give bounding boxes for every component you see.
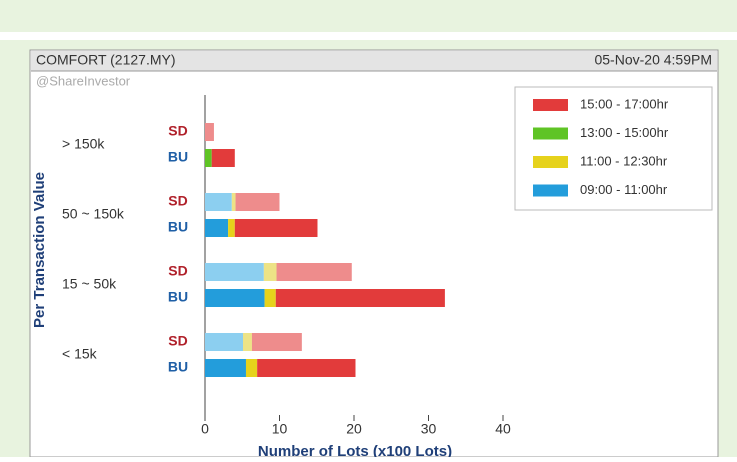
bar-segment	[205, 263, 264, 281]
timestamp: 05-Nov-20 4:59PM	[594, 52, 712, 68]
group-label: BU	[168, 219, 188, 235]
y-axis-title: Per Transaction Value	[31, 172, 48, 328]
bar-segment	[251, 333, 302, 351]
category-label: < 15k	[62, 346, 98, 362]
group-label: BU	[168, 149, 188, 165]
x-tick-label: 20	[346, 421, 362, 437]
bar-segment	[228, 219, 235, 237]
x-tick-label: 0	[201, 421, 209, 437]
bar-segment	[205, 193, 232, 211]
bar-segment	[234, 219, 318, 237]
group-label: BU	[168, 359, 188, 375]
bar-segment	[264, 289, 276, 307]
legend-swatch	[533, 127, 568, 140]
bar-segment	[231, 193, 236, 211]
bar-segment	[205, 289, 265, 307]
bar-segment	[276, 263, 352, 281]
bar-segment	[242, 333, 252, 351]
group-label: SD	[168, 123, 187, 139]
x-tick-label: 30	[421, 421, 437, 437]
legend-swatch	[533, 99, 568, 111]
bar-segment	[205, 333, 243, 351]
legend-swatch	[533, 156, 568, 168]
bar-segment	[205, 123, 214, 141]
x-axis-title: Number of Lots (x100 Lots)	[258, 443, 452, 457]
category-label: 15 ~ 50k	[62, 276, 117, 292]
group-label: BU	[168, 289, 188, 305]
x-tick-label: 10	[272, 421, 288, 437]
bar-segment	[211, 149, 235, 167]
top-strip	[0, 0, 737, 32]
group-label: SD	[168, 333, 187, 349]
group-label: SD	[168, 263, 187, 279]
bar-segment	[205, 149, 212, 167]
header-bar	[31, 51, 717, 71]
chart-title: COMFORT (2127.MY)	[36, 52, 176, 68]
legend-label: 15:00 - 17:00hr	[580, 96, 669, 111]
legend-label: 09:00 - 11:00hr	[580, 182, 668, 197]
legend-label: 11:00 - 12:30hr	[580, 153, 668, 168]
legend-swatch	[533, 184, 568, 197]
x-tick-label: 40	[495, 421, 511, 437]
bar-segment	[275, 289, 445, 307]
group-label: SD	[168, 193, 187, 209]
bar-segment	[205, 359, 246, 377]
category-label: > 150k	[62, 136, 105, 152]
bar-segment	[235, 193, 280, 211]
bar-segment	[257, 359, 356, 377]
category-label: 50 ~ 150k	[62, 206, 125, 222]
source: @ShareInvestor	[36, 73, 131, 88]
legend-label: 13:00 - 15:00hr	[580, 125, 669, 140]
bar-segment	[263, 263, 277, 281]
bar-segment	[205, 219, 229, 237]
bar-segment	[245, 359, 258, 377]
